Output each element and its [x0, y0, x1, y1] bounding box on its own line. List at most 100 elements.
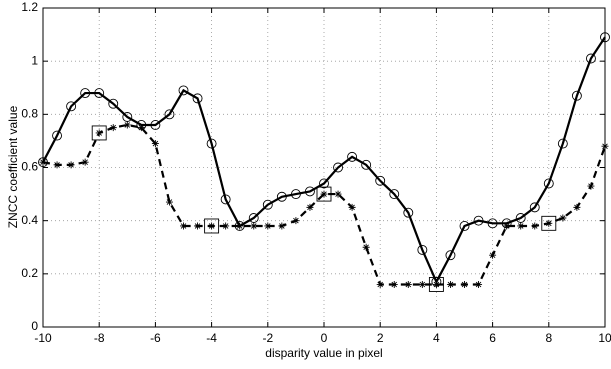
marker [404, 280, 412, 288]
marker [376, 280, 384, 288]
marker [222, 222, 230, 230]
marker [459, 221, 470, 231]
x-tick-label: 8 [545, 331, 552, 345]
marker [150, 120, 161, 130]
marker [319, 178, 329, 189]
marker [316, 186, 332, 202]
marker [204, 218, 220, 234]
y-tick-label: 0.4 [21, 213, 38, 227]
y-tick-label: 1.2 [21, 0, 38, 14]
marker [446, 280, 454, 288]
marker [428, 277, 444, 292]
marker [180, 222, 187, 230]
marker [39, 158, 47, 166]
x-tick-label: 4 [433, 331, 440, 345]
marker [600, 32, 610, 43]
marker [95, 129, 103, 137]
marker [334, 190, 342, 198]
marker [192, 93, 203, 104]
y-tick-label: 1 [31, 53, 38, 67]
y-tick-label: 0.2 [21, 266, 38, 280]
marker [276, 191, 287, 202]
marker [403, 207, 414, 218]
marker [573, 203, 581, 211]
series-line [42, 123, 607, 286]
marker [290, 189, 301, 200]
marker [473, 215, 484, 226]
marker [137, 124, 145, 132]
x-tick-label: -10 [34, 331, 52, 345]
marker [292, 217, 300, 225]
marker [164, 109, 175, 120]
marker [361, 159, 372, 170]
marker [67, 161, 75, 169]
marker [123, 121, 131, 129]
marker [333, 162, 343, 173]
marker [278, 222, 286, 230]
marker [503, 222, 511, 230]
x-axis-label: disparity value in pixel [265, 346, 382, 360]
marker [264, 222, 272, 230]
series-line [42, 36, 606, 285]
x-tick-label: 2 [377, 331, 384, 345]
y-tick-label: 0 [31, 319, 38, 333]
marker [178, 85, 189, 96]
marker [206, 138, 217, 149]
marker [109, 124, 117, 132]
marker [262, 199, 273, 210]
marker [305, 186, 315, 197]
marker [390, 280, 398, 288]
marker [461, 280, 468, 288]
marker [236, 222, 244, 230]
marker [475, 280, 483, 288]
y-tick-label: 0.6 [21, 160, 38, 174]
marker [586, 53, 596, 64]
marker [66, 101, 77, 112]
x-tick-label: 6 [489, 331, 496, 345]
plot-frame [42, 7, 606, 328]
marker [543, 178, 554, 189]
marker [375, 175, 386, 186]
marker [487, 218, 498, 229]
marker [545, 219, 553, 227]
marker [418, 280, 426, 288]
marker [348, 203, 356, 211]
marker [362, 243, 370, 251]
marker [91, 125, 107, 141]
marker [306, 203, 314, 211]
marker [108, 98, 119, 109]
x-tick-label: -8 [94, 331, 105, 345]
marker [389, 189, 400, 200]
marker [489, 251, 497, 259]
marker [432, 280, 440, 288]
marker [347, 151, 358, 162]
marker [517, 222, 525, 230]
marker [541, 215, 557, 231]
marker [557, 138, 568, 149]
marker [529, 202, 540, 213]
marker [52, 130, 62, 141]
marker [53, 161, 61, 169]
marker [208, 222, 216, 230]
x-tick-label: -6 [150, 331, 161, 345]
marker [320, 190, 328, 198]
x-tick-label: -2 [262, 331, 273, 345]
marker [151, 140, 159, 148]
marker [571, 90, 582, 101]
marker [94, 88, 105, 99]
y-axis-label: ZNCC coefficient value [6, 105, 20, 228]
marker [559, 214, 567, 222]
marker [250, 222, 258, 230]
x-tick-label: 0 [321, 331, 328, 345]
marker [220, 194, 231, 205]
marker [80, 88, 91, 99]
marker [165, 198, 173, 206]
x-tick-label: -4 [206, 331, 217, 345]
x-tick-label: 10 [598, 331, 611, 345]
marker [445, 250, 456, 261]
marker [81, 158, 89, 166]
marker [531, 222, 539, 230]
y-tick-label: 0.8 [21, 107, 38, 121]
marker [587, 182, 595, 190]
